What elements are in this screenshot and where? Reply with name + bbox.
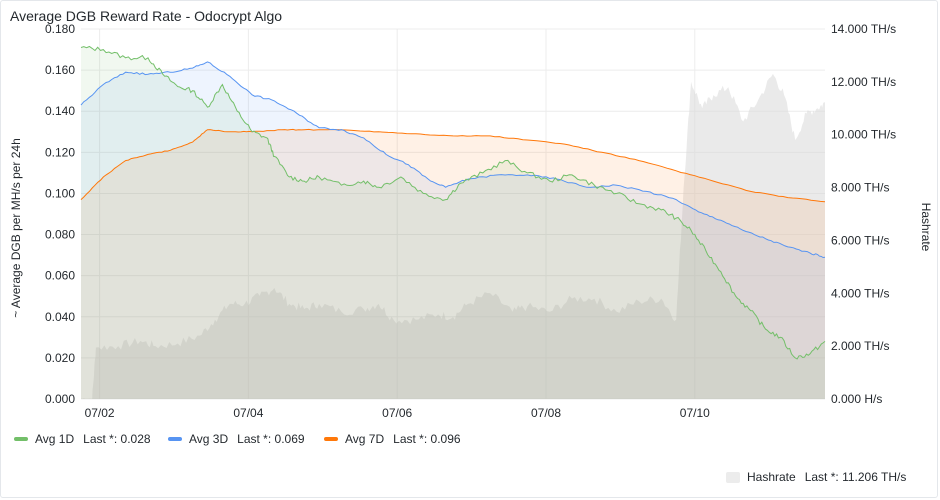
y-tick-label: 0.160 [45, 63, 75, 77]
y-tick-label: 0.080 [45, 228, 75, 242]
series-line-avg-3d [80, 61, 826, 259]
series-area-avg-7d [81, 129, 825, 399]
legend-last-value: Last *: 0.028 [83, 432, 150, 446]
y-tick-label: 0.040 [45, 310, 75, 324]
y2-tick-label: 4.000 TH/s [831, 286, 889, 300]
y2-axis-ticks: 0.000 H/s 2.000 TH/s 4.000 TH/s 6.000 TH/s 8… [831, 22, 896, 406]
y-tick-label: 0.120 [45, 145, 75, 159]
y-tick-label: 0.100 [45, 186, 75, 200]
y-tick-label: 0.060 [45, 269, 75, 283]
legend-swatch [726, 471, 740, 483]
legend-avg-3d[interactable]: Avg 3D Last *: 0.069 [168, 432, 315, 446]
legend-name: Avg 3D [189, 432, 229, 446]
y-tick-label: 0.180 [45, 22, 75, 36]
legend-last-value: Last *: 0.069 [237, 432, 304, 446]
y2-axis-title: Hashrate [919, 203, 933, 252]
legend-swatch [168, 437, 182, 441]
series-line-avg-1d [80, 45, 826, 360]
legend-last-number: 0.028 [120, 432, 151, 446]
y2-tick-label: 0.000 H/s [831, 392, 882, 406]
legend-last-label: Last *: [393, 432, 428, 446]
series-areas [81, 46, 825, 400]
legend-avg-1d[interactable]: Avg 1D Last *: 0.028 [14, 432, 161, 446]
legend-swatch [324, 437, 338, 441]
y2-tick-label: 2.000 TH/s [831, 339, 889, 353]
x-tick-label: 07/04 [233, 406, 263, 420]
legend-avg-7d[interactable]: Avg 7D Last *: 0.096 [324, 432, 471, 446]
y2-tick-label: 12.000 TH/s [831, 75, 896, 89]
y2-tick-label: 10.000 TH/s [831, 128, 896, 142]
y2-tick-label: 8.000 TH/s [831, 181, 889, 195]
series-area-avg-3d [81, 61, 825, 400]
legend-hashrate[interactable]: Hashrate Last *: 11.206 TH/s [726, 470, 916, 484]
y-tick-label: 0.140 [45, 104, 75, 118]
x-tick-label: 07/08 [531, 406, 561, 420]
x-axis-ticks: 07/02 07/04 07/06 07/08 07/10 [85, 406, 711, 420]
x-tick-label: 07/02 [85, 406, 115, 420]
legend-last-number: 0.096 [430, 432, 461, 446]
series-lines [80, 45, 826, 360]
x-tick-label: 07/06 [382, 406, 412, 420]
legend-swatch [14, 437, 28, 441]
y-axis-title: ~ Average DGB per MH/s per 24h [9, 138, 23, 318]
y-axis-ticks: 0.000 0.020 0.040 0.060 0.080 0.100 0.120 0.140… [45, 22, 75, 406]
y2-tick-label: 6.000 TH/s [831, 233, 889, 247]
legend-last-label: Last *: [83, 432, 118, 446]
y-tick-label: 0.020 [45, 351, 75, 365]
y2-tick-label: 14.000 TH/s [831, 22, 896, 36]
legend-last-label: Last *: [237, 432, 272, 446]
legend-name: Avg 1D [35, 432, 75, 446]
legend-last-value: Last *: 0.096 [393, 432, 460, 446]
series-area-avg-1d [81, 46, 825, 399]
legend-name: Hashrate [747, 470, 796, 484]
y-tick-label: 0.000 [45, 392, 75, 406]
series-area-hashrate [81, 73, 825, 400]
legend-last-value: Last *: 11.206 TH/s [805, 470, 907, 484]
series-line-avg-7d [80, 128, 826, 203]
chart-title: Average DGB Reward Rate - Odocrypt Algo [10, 8, 283, 24]
legend-last-label: Last *: [804, 470, 839, 484]
legend-last-number: 11.206 TH/s [842, 470, 907, 484]
legend-last-number: 0.069 [274, 432, 305, 446]
x-tick-label: 07/10 [680, 406, 710, 420]
legend-name: Avg 7D [345, 432, 385, 446]
